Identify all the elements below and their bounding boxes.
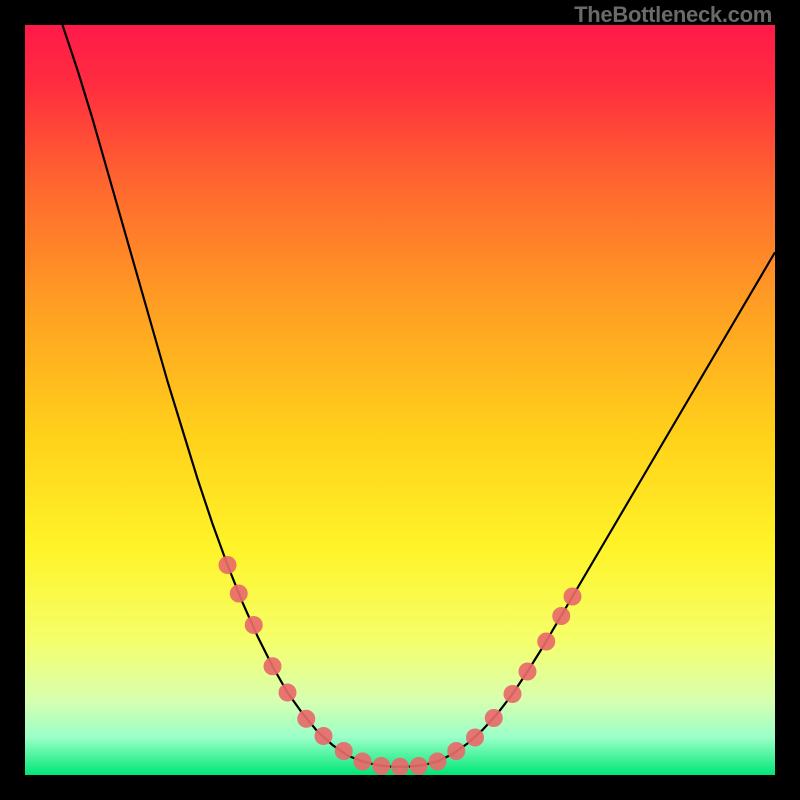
marker-dot xyxy=(264,657,282,675)
marker-dot xyxy=(335,742,353,760)
marker-dot xyxy=(230,585,248,603)
marker-dot xyxy=(391,758,409,775)
frame-border-right xyxy=(775,0,800,800)
marker-dot xyxy=(245,616,263,634)
marker-dot xyxy=(466,729,484,747)
frame-border-left xyxy=(0,0,25,800)
chart-frame: TheBottleneck.com xyxy=(0,0,800,800)
marker-dot xyxy=(485,709,503,727)
marker-dot xyxy=(552,607,570,625)
marker-dot xyxy=(429,753,447,771)
plot-svg xyxy=(25,25,775,775)
frame-border-bottom xyxy=(0,775,800,800)
marker-dot xyxy=(219,556,237,574)
marker-dot xyxy=(372,757,390,775)
background-gradient xyxy=(25,25,775,775)
marker-dot xyxy=(447,742,465,760)
marker-dot xyxy=(315,727,333,745)
marker-dot xyxy=(297,710,315,728)
plot-area xyxy=(25,25,775,775)
marker-dot xyxy=(504,685,522,703)
marker-dot xyxy=(279,684,297,702)
marker-dot xyxy=(519,663,537,681)
marker-dot xyxy=(410,757,428,775)
marker-dot xyxy=(564,588,582,606)
marker-dot xyxy=(537,633,555,651)
marker-dot xyxy=(354,753,372,771)
